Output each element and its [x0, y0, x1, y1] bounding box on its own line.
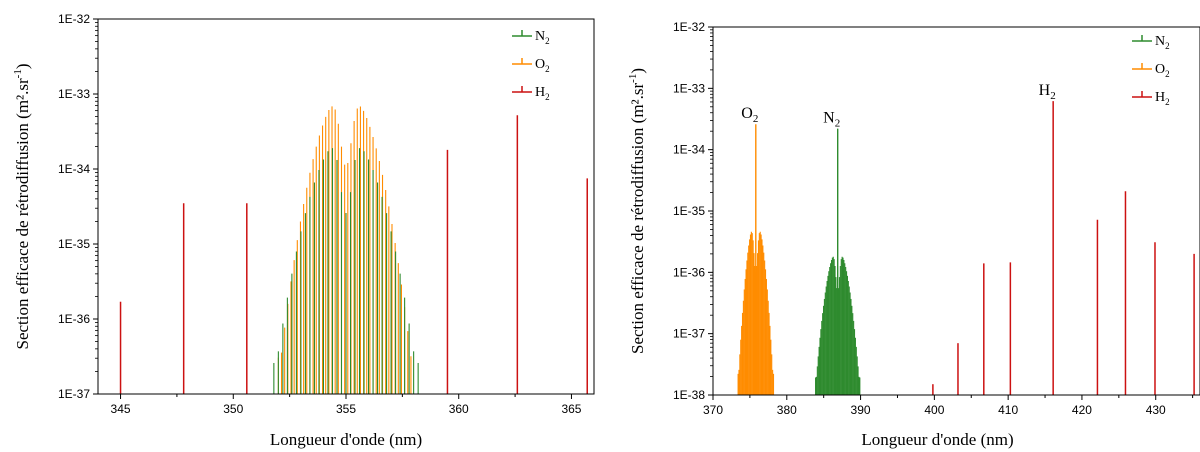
x-tick-label: 390	[851, 403, 871, 417]
y-tick-label: 1E-35	[58, 237, 90, 251]
series-n2	[815, 128, 861, 395]
legend: N2 O2 H2	[1132, 34, 1170, 107]
y-tick-label: 1E-32	[673, 20, 705, 34]
x-axis-title: Longueur d'onde (nm)	[861, 430, 1013, 449]
y-tick-label: 1E-34	[58, 162, 90, 176]
plot-area	[737, 101, 1195, 395]
y-tick-label: 1E-35	[673, 204, 705, 218]
x-tick-label: 400	[924, 403, 944, 417]
series-h2	[932, 101, 1195, 395]
x-tick-label: 420	[1072, 403, 1092, 417]
series-n2	[273, 148, 419, 394]
peak-annotation: N2	[823, 110, 840, 130]
legend-label: O2	[535, 57, 550, 74]
x-tick-label: 360	[449, 402, 469, 416]
y-tick-label: 1E-33	[58, 87, 90, 101]
legend-label: N2	[1155, 34, 1170, 51]
y-tick-label: 1E-37	[58, 387, 90, 401]
y-tick-label: 1E-38	[673, 388, 705, 402]
y-tick-label: 1E-36	[58, 312, 90, 326]
chart-2: 370 380 390 400 410 420 430 1E-38 1E-37 1E-36 1E-3…	[627, 20, 1200, 449]
y-tick-label: 1E-33	[673, 81, 705, 95]
legend-label: N2	[535, 29, 550, 46]
y-tick-label: 1E-34	[673, 143, 705, 157]
x-tick-label: 350	[223, 402, 243, 416]
plot-area	[119, 106, 588, 394]
y-axis-title: Section efficace de rétrodiffusion (m².s…	[12, 63, 32, 349]
x-tick-label: 410	[998, 403, 1018, 417]
legend-label: O2	[1155, 62, 1170, 79]
x-tick-label: 370	[703, 403, 723, 417]
y-axis-title: Section efficace de rétrodiffusion (m².s…	[627, 68, 647, 354]
x-tick-label: 355	[336, 402, 356, 416]
peak-annotation: O2	[741, 105, 758, 125]
legend: N2 O2 H2	[512, 29, 550, 102]
x-tick-label: 430	[1146, 403, 1166, 417]
chart-1: 345 350 355 360 365 1E-37 1E-36 1E-35 1E-34 1E-33…	[12, 12, 595, 449]
legend-label: H2	[1155, 90, 1170, 107]
plot-frame	[712, 26, 1200, 396]
x-tick-label: 365	[561, 402, 581, 416]
y-tick-label: 1E-36	[673, 265, 705, 279]
y-tick-label: 1E-32	[58, 12, 90, 26]
series-h2	[119, 115, 588, 394]
x-axis-title: Longueur d'onde (nm)	[270, 430, 422, 449]
x-tick-label: 345	[111, 402, 131, 416]
legend-label: H2	[535, 85, 550, 102]
x-tick-label: 380	[777, 403, 797, 417]
peak-annotation: H2	[1039, 82, 1056, 102]
y-tick-label: 1E-37	[673, 327, 705, 341]
series-o2	[737, 124, 775, 395]
